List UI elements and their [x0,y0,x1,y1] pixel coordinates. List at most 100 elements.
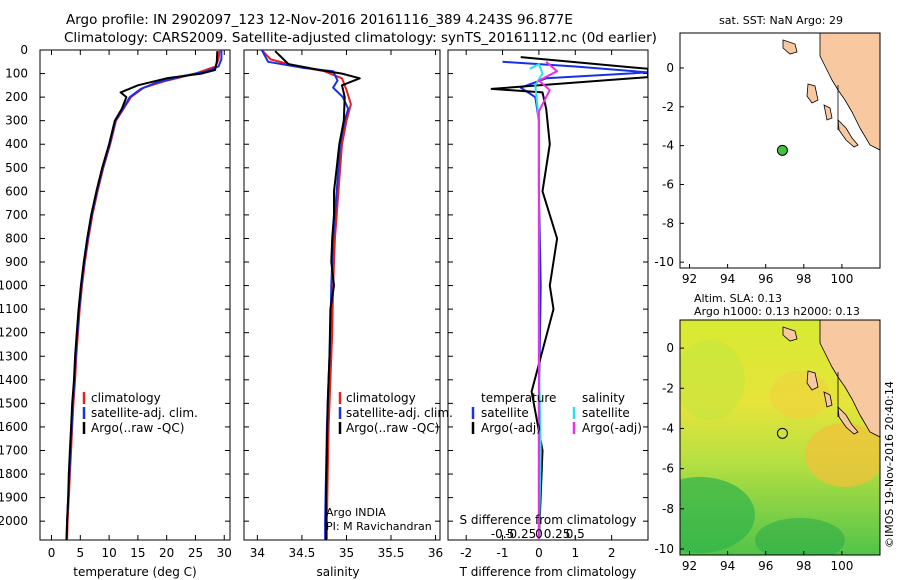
x-tick-label: 1 [571,546,579,560]
x-tick-label: -2 [460,546,472,560]
x-tick-label: -1 [497,546,509,560]
nias-island [806,370,819,391]
x-tick-label: 2 [608,546,616,560]
y-tick-label: 1100 [0,302,28,316]
y-tick-label: 100 [5,67,28,81]
legend-label-argo: Argo(..raw -QC) [346,421,439,435]
y-tick-label: 1300 [0,349,28,363]
y-tick-label: 500 [5,161,28,175]
map-y-tick-label: -10 [654,255,674,269]
map-x-tick-label: 92 [682,272,697,286]
map-x-tick-label: 92 [682,559,697,573]
y-tick-label: 1000 [0,279,28,293]
series-line-s-argo-adj- [537,61,559,540]
legend-label-satellite: satellite-adj. clim. [346,406,453,420]
x-tick-label: 25 [188,546,203,560]
sst-map-title: sat. SST: NaN Argo: 29 [719,14,843,27]
y-tick-label: 400 [5,137,28,151]
series-line-satellite-adj-clim- [65,50,223,540]
y-tick-label: 700 [5,208,28,222]
mentawai-islands [837,118,859,148]
sla-low-patch [755,518,845,555]
x-tick-label: 0 [535,546,543,560]
map-y-tick-label: -4 [662,139,674,153]
map-y-tick-label: 0 [666,61,674,75]
difference-profiles [490,56,648,540]
nias-island [806,83,819,104]
temperature-axis-label: temperature (deg C) [73,565,196,579]
series-line-argo-raw-qc- [274,50,361,540]
map-y-tick-label: -6 [662,177,674,191]
y-tick-label: 2000 [0,514,28,528]
series-line-argo-raw-qc- [65,51,219,540]
y-tick-label: 1600 [0,420,28,434]
sla-map-axes: 92 94 96 98 100 0 -2 -4 -6 -8 -10 [654,341,853,573]
salinity-plot-frame [243,49,441,541]
y-tick-label: 1200 [0,326,28,340]
figure-title-line1: Argo profile: IN 2902097_123 12-Nov-2016… [66,12,573,28]
salinity-panel: 34 34.5 35 35.5 36 salinity climatology sate… [243,49,453,579]
x-tick-label: 34 [250,546,265,560]
difference-legend: temperature salinity satellite Argo(-adj… [471,391,642,435]
temperature-legend: climatology satellite-adj. clim. Argo(..… [82,391,198,435]
legend-title-temperature: temperature [481,391,556,405]
s-tick-label: -0.5 [491,527,514,541]
imos-credit: ©IMOS 19-Nov-2016 20:40:14 [883,381,896,548]
map-x-tick-label: 96 [758,559,773,573]
figure-title-line2: Climatology: CARS2009. Satellite-adjuste… [64,30,657,46]
y-tick-label: 900 [5,255,28,269]
s-difference-axis-label: S difference from climatology [460,513,637,527]
map-y-tick-label: -4 [662,421,674,435]
x-tick-label: 5 [76,546,84,560]
sla-high-patch [680,340,745,420]
y-tick-label: 1700 [0,443,28,457]
float-pi-label: PI: M Ravichandran [326,520,432,533]
sla-low-patch [680,477,755,553]
s-tick-label: -0.25 [505,527,536,541]
y-tick-label: 300 [5,114,28,128]
siberut-island [823,104,833,121]
x-tick-label: 30 [217,546,232,560]
legend-label-climatology: climatology [91,391,161,405]
sla-map: Altim. SLA: 0.13 Argo h1000: 0.13 h2000:… [654,292,881,573]
temperature-panel: 0100200300400500600700800900100011001200… [0,43,232,579]
s-tick-label: 0.5 [566,527,585,541]
y-tick-label: 600 [5,184,28,198]
sla-map-title-line1: Altim. SLA: 0.13 [694,292,782,305]
sla-map-area [680,320,880,555]
y-tick-label: 1400 [0,373,28,387]
series-line-t-satellite [502,60,648,540]
map-y-tick-label: -8 [662,502,674,516]
x-tick-label: 10 [101,546,116,560]
series-line-climatology [66,50,221,540]
argo-float-marker [776,144,788,156]
depth-axis: 0 100 200 300 400 500 600 700 800 900 1000 1100 1200… [0,43,230,528]
map-x-tick-label: 94 [720,559,735,573]
map-x-tick-label: 94 [720,272,735,286]
sla-warm-patch [770,371,830,419]
series-line-climatology [261,50,352,540]
legend-label-argo: Argo(..raw -QC) [91,421,184,435]
map-x-tick-label: 100 [830,272,853,286]
siberut-island [823,391,833,408]
legend-label-climatology: climatology [346,391,416,405]
t-difference-axis-label: T difference from climatology [459,565,637,579]
y-tick-label: 800 [5,231,28,245]
map-x-tick-label: 98 [796,559,811,573]
map-y-tick-label: -2 [662,100,674,114]
legend-label-t-argo: Argo(-adj) [481,421,541,435]
x-tick-label: 15 [130,546,145,560]
map-x-tick-label: 96 [758,272,773,286]
salinity-profiles [260,50,361,540]
difference-plot-frame [447,49,649,541]
salinity-legend: climatology satellite-adj. clim. Argo(..… [338,391,453,435]
sst-map: sat. SST: NaN Argo: 29 92 94 96 98 100 0 -2 -4 -… [654,14,881,286]
legend-title-salinity: salinity [582,391,625,405]
s-tick-label: 0 [535,527,543,541]
salinity-axis-label: salinity [316,565,359,579]
map-y-tick-label: -2 [662,381,674,395]
y-tick-label: 1500 [0,396,28,410]
salinity-grid [244,49,440,522]
map-y-tick-label: -8 [662,216,674,230]
